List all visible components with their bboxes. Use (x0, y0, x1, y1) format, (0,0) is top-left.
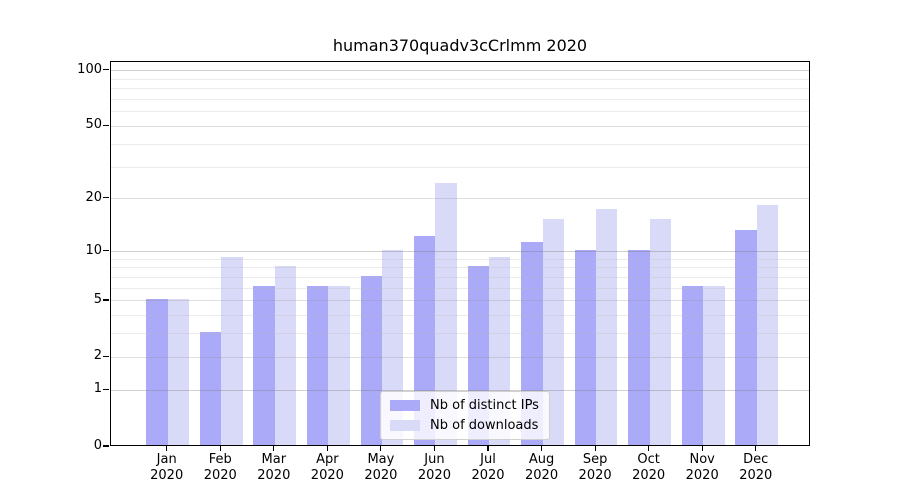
bar-jan-downloads (167, 298, 190, 445)
x-tick-year: 2020 (471, 468, 505, 483)
x-tick-year: 2020 (150, 468, 184, 483)
bar-jan-distinct-ips (146, 298, 168, 445)
y-tick-mark-0 (103, 445, 109, 447)
x-tick-year: 2020 (578, 468, 612, 483)
y-tick-label-0: 0 (93, 438, 102, 453)
x-tick-year: 2020 (310, 468, 344, 483)
legend-label-downloads: Nb of downloads (430, 418, 539, 433)
x-tick-year: 2020 (739, 468, 773, 483)
x-tick-mark-jul (487, 446, 489, 451)
bar-sep-downloads (596, 209, 618, 445)
x-tick-label-dec: Dec 2020 (724, 452, 788, 484)
bar-nov-downloads (703, 286, 725, 445)
x-tick-mark-feb (219, 446, 221, 451)
y-tick-mark-20 (103, 197, 109, 199)
y-tick-mark-10 (103, 249, 109, 252)
x-tick-year: 2020 (203, 468, 237, 483)
bar-mar-distinct-ips (253, 286, 275, 445)
x-tick-mark-dec (755, 446, 757, 451)
y-tick-label-50: 50 (85, 117, 102, 133)
x-tick-month: Dec (743, 452, 769, 467)
bar-aug-downloads (542, 219, 564, 445)
x-tick-mark-apr (326, 446, 328, 451)
y-tick-label-100: 100 (77, 61, 102, 77)
y-tick-label-10: 10 (85, 242, 102, 258)
y-tick-mark-100 (103, 69, 109, 71)
x-tick-label-sep: Sep 2020 (563, 452, 627, 484)
x-tick-label-mar: Mar 2020 (242, 452, 306, 484)
x-tick-mark-may (380, 446, 382, 451)
x-tick-year: 2020 (525, 468, 559, 483)
bar-oct-distinct-ips (628, 249, 650, 445)
x-tick-label-feb: Feb 2020 (188, 452, 252, 484)
x-tick-month: Apr (316, 452, 339, 467)
x-tick-year: 2020 (685, 468, 719, 483)
downloads-swatch-icon (390, 420, 420, 431)
bar-feb-distinct-ips (199, 332, 222, 445)
chart-title: human370quadv3cCrlmm 2020 (332, 36, 588, 55)
y-tick-label-20: 20 (85, 189, 102, 205)
x-tick-month: Oct (637, 452, 660, 467)
x-tick-label-nov: Nov 2020 (670, 452, 734, 484)
x-tick-month: Aug (528, 452, 555, 467)
x-tick-month: Mar (261, 452, 287, 467)
x-tick-mark-mar (273, 446, 275, 451)
legend: Nb of distinct IPs Nb of downloads (380, 391, 550, 440)
x-tick-month: May (367, 452, 395, 467)
legend-label-distinct-ips: Nb of distinct IPs (430, 398, 539, 413)
y-tick-label-5: 5 (93, 291, 102, 307)
y-tick-label-1: 1 (93, 381, 102, 397)
x-tick-month: Jun (424, 452, 445, 467)
x-tick-mark-oct (648, 446, 650, 451)
x-tick-mark-jun (433, 446, 436, 451)
x-tick-label-may: May 2020 (349, 452, 413, 484)
x-tick-month: Jan (156, 452, 177, 467)
bar-mar-downloads (274, 265, 297, 445)
bar-apr-downloads (328, 286, 350, 445)
y-tick-mark-50 (103, 124, 109, 127)
x-tick-year: 2020 (632, 468, 666, 483)
bar-dec-downloads (756, 205, 779, 445)
bar-apr-distinct-ips (306, 286, 329, 445)
x-tick-month: Feb (208, 452, 232, 467)
bar-jun-downloads (435, 182, 457, 445)
x-tick-label-aug: Aug 2020 (510, 452, 574, 484)
x-tick-month: Sep (582, 452, 608, 467)
bar-sep-distinct-ips (574, 249, 597, 445)
bars-layer (111, 62, 809, 445)
legend-entry-distinct-ips: Nb of distinct IPs (390, 398, 539, 413)
bar-may-distinct-ips (360, 275, 382, 445)
plot-area: Nb of distinct IPs Nb of downloads (110, 61, 810, 446)
x-tick-mark-aug (540, 446, 543, 451)
x-tick-year: 2020 (364, 468, 398, 483)
bar-dec-distinct-ips (735, 229, 757, 445)
x-tick-month: Nov (689, 452, 715, 467)
x-tick-year: 2020 (417, 468, 451, 483)
y-tick-mark-1 (103, 388, 109, 391)
x-tick-year: 2020 (257, 468, 291, 483)
y-tick-mark-5 (103, 299, 109, 301)
x-tick-mark-sep (594, 446, 596, 451)
x-tick-mark-jan (166, 446, 168, 451)
x-tick-label-jan: Jan 2020 (135, 452, 199, 484)
bar-nov-distinct-ips (681, 286, 704, 445)
x-tick-label-jun: Jun 2020 (402, 452, 466, 484)
bar-feb-downloads (221, 257, 243, 445)
x-tick-label-jul: Jul 2020 (456, 452, 520, 484)
x-tick-label-oct: Oct 2020 (617, 452, 681, 484)
y-tick-label-2: 2 (93, 348, 102, 364)
x-tick-mark-nov (701, 446, 703, 451)
x-tick-label-apr: Apr 2020 (295, 452, 359, 484)
x-tick-month: Jul (480, 452, 496, 467)
y-tick-mark-2 (103, 355, 109, 358)
bar-oct-downloads (649, 219, 672, 445)
distinct-ips-swatch-icon (390, 400, 420, 411)
legend-entry-downloads: Nb of downloads (390, 418, 539, 433)
